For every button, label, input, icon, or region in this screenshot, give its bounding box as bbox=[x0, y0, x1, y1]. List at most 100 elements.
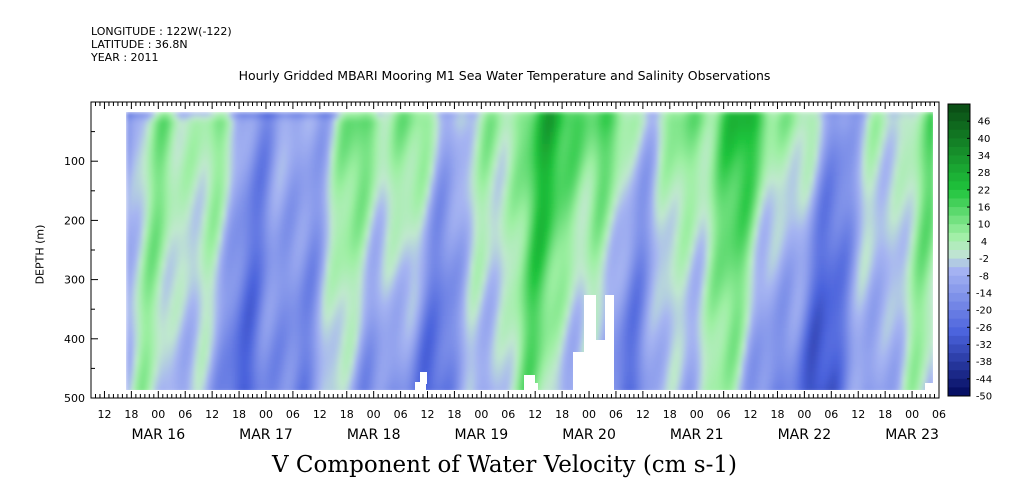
velocity-cell bbox=[442, 156, 447, 161]
velocity-cell bbox=[146, 120, 151, 125]
velocity-cell bbox=[314, 128, 319, 133]
velocity-cell bbox=[682, 208, 687, 213]
velocity-cell bbox=[738, 180, 743, 185]
velocity-cell bbox=[642, 140, 647, 145]
velocity-cell bbox=[146, 168, 151, 173]
velocity-cell bbox=[370, 176, 375, 181]
velocity-cell bbox=[454, 176, 459, 181]
velocity-cell bbox=[530, 156, 535, 161]
velocity-cell bbox=[482, 136, 487, 141]
velocity-cell bbox=[362, 128, 367, 133]
velocity-cell bbox=[234, 116, 239, 121]
velocity-cell bbox=[530, 152, 535, 157]
velocity-cell bbox=[582, 196, 587, 201]
velocity-cell bbox=[786, 176, 791, 181]
velocity-cell bbox=[738, 192, 743, 197]
velocity-cell bbox=[498, 188, 503, 193]
velocity-cell bbox=[494, 160, 499, 165]
velocity-cell bbox=[478, 148, 483, 153]
velocity-cell bbox=[562, 128, 567, 133]
velocity-cell bbox=[918, 192, 923, 197]
velocity-cell bbox=[530, 132, 535, 137]
velocity-cell bbox=[218, 196, 223, 201]
velocity-cell bbox=[834, 192, 839, 197]
velocity-cell bbox=[722, 180, 727, 185]
velocity-cell bbox=[370, 124, 375, 129]
velocity-cell bbox=[154, 180, 159, 185]
velocity-cell bbox=[378, 184, 383, 189]
velocity-cell bbox=[422, 124, 427, 129]
velocity-cell bbox=[174, 196, 179, 201]
velocity-cell bbox=[310, 176, 315, 181]
velocity-cell bbox=[410, 152, 415, 157]
velocity-cell bbox=[850, 180, 855, 185]
velocity-cell bbox=[334, 168, 339, 173]
velocity-cell bbox=[146, 136, 151, 141]
velocity-cell bbox=[850, 112, 855, 117]
velocity-cell bbox=[862, 172, 867, 177]
velocity-cell bbox=[158, 192, 163, 197]
velocity-cell bbox=[234, 144, 239, 149]
velocity-cell bbox=[866, 156, 871, 161]
velocity-cell bbox=[898, 204, 903, 209]
velocity-cell bbox=[186, 184, 191, 189]
velocity-cell bbox=[210, 144, 215, 149]
velocity-cell bbox=[594, 156, 599, 161]
velocity-cell bbox=[842, 188, 847, 193]
velocity-cell bbox=[802, 180, 807, 185]
velocity-cell bbox=[230, 144, 235, 149]
velocity-cell bbox=[314, 196, 319, 201]
velocity-cell bbox=[254, 164, 259, 169]
velocity-cell bbox=[930, 192, 935, 197]
velocity-cell bbox=[558, 172, 563, 177]
velocity-cell bbox=[398, 120, 403, 125]
velocity-cell bbox=[374, 172, 379, 177]
velocity-cell bbox=[246, 132, 251, 137]
velocity-cell bbox=[610, 132, 615, 137]
velocity-cell bbox=[278, 184, 283, 189]
velocity-cell bbox=[746, 136, 751, 141]
velocity-cell bbox=[690, 188, 695, 193]
velocity-cell bbox=[342, 184, 347, 189]
velocity-cell bbox=[538, 188, 543, 193]
velocity-cell bbox=[814, 184, 819, 189]
velocity-cell bbox=[150, 176, 155, 181]
velocity-cell bbox=[326, 136, 331, 141]
velocity-cell bbox=[506, 172, 511, 177]
velocity-cell bbox=[830, 204, 835, 209]
velocity-cell bbox=[138, 200, 143, 205]
velocity-cell bbox=[634, 136, 639, 141]
velocity-cell bbox=[770, 124, 775, 129]
velocity-cell bbox=[614, 192, 619, 197]
velocity-cell bbox=[630, 152, 635, 157]
velocity-cell bbox=[150, 192, 155, 197]
velocity-cell bbox=[502, 184, 507, 189]
velocity-cell bbox=[682, 204, 687, 209]
velocity-cell bbox=[614, 196, 619, 201]
velocity-cell bbox=[414, 152, 419, 157]
velocity-cell bbox=[330, 168, 335, 173]
velocity-cell bbox=[338, 184, 343, 189]
velocity-cell bbox=[470, 172, 475, 177]
velocity-cell bbox=[890, 148, 895, 153]
velocity-cell bbox=[894, 184, 899, 189]
velocity-cell bbox=[246, 196, 251, 201]
velocity-cell bbox=[350, 120, 355, 125]
velocity-cell bbox=[626, 188, 631, 193]
velocity-cell bbox=[510, 140, 515, 145]
velocity-cell bbox=[826, 116, 831, 121]
velocity-cell bbox=[662, 124, 667, 129]
velocity-cell bbox=[614, 168, 619, 173]
velocity-cell bbox=[766, 148, 771, 153]
velocity-cell bbox=[826, 156, 831, 161]
velocity-cell bbox=[622, 136, 627, 141]
velocity-cell bbox=[314, 184, 319, 189]
velocity-cell bbox=[510, 168, 515, 173]
velocity-cell bbox=[854, 204, 859, 209]
velocity-cell bbox=[298, 172, 303, 177]
velocity-cell bbox=[282, 136, 287, 141]
velocity-cell bbox=[462, 200, 467, 205]
velocity-cell bbox=[190, 148, 195, 153]
velocity-cell bbox=[222, 136, 227, 141]
